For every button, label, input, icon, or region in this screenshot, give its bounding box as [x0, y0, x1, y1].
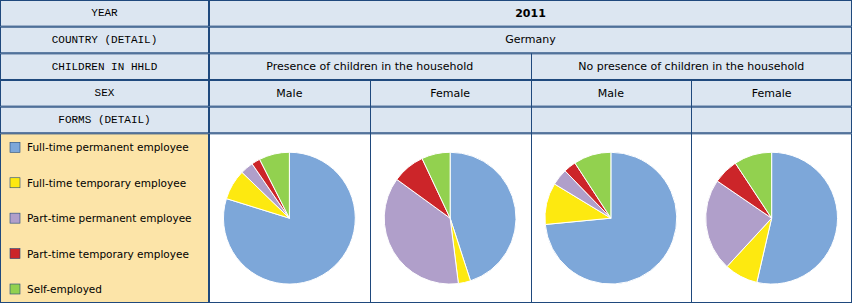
- legend-label: Part-time permanent employee: [27, 212, 192, 224]
- column-divider: [691, 80, 692, 303]
- pie-cell: [210, 134, 852, 303]
- pie: [545, 152, 677, 284]
- header-cell: [210, 107, 852, 133]
- pie-slice: [422, 152, 450, 218]
- pie-slice: [575, 152, 611, 218]
- header-cell: [210, 1, 852, 27]
- header-cell: [210, 80, 852, 106]
- series-name: Female: [430, 87, 470, 100]
- legend-swatch: [10, 178, 20, 188]
- row-label: YEAR: [91, 7, 118, 19]
- legend-label: Full-time permanent employee: [27, 141, 189, 153]
- legend-label: Full-time temporary employee: [27, 177, 186, 189]
- header-cell: [210, 54, 852, 80]
- pie: [223, 152, 355, 284]
- legend: Full-time permanent employee Full-time te…: [10, 141, 192, 295]
- pie-slice: [545, 152, 677, 284]
- title: 2011: [515, 7, 546, 20]
- group-header: No presence of children in the household: [578, 60, 804, 73]
- row-label: COUNTRY (DETAIL): [52, 34, 158, 46]
- series-name: Female: [752, 87, 792, 100]
- legend-cell: [1, 134, 209, 303]
- row-label: FORMS (DETAIL): [58, 114, 150, 126]
- subtitle: Germany: [505, 33, 556, 46]
- pie-slice: [260, 152, 290, 218]
- pie: [706, 152, 838, 284]
- legend-swatch: [10, 213, 20, 223]
- row-label-cell: [1, 107, 209, 133]
- pie-slice: [223, 152, 355, 284]
- pie: [384, 152, 516, 284]
- row-label: CHILDREN IN HHLD: [52, 61, 158, 73]
- row-label-cell: [1, 80, 209, 106]
- column-divider: [370, 80, 371, 303]
- column-divider: [531, 53, 532, 303]
- legend-label: Part-time temporary employee: [27, 248, 189, 260]
- legend-swatch: [10, 284, 20, 294]
- pie-slice: [735, 152, 771, 218]
- row-label-cell: [1, 27, 209, 53]
- series-name: Male: [598, 87, 624, 100]
- legend-swatch: [10, 142, 20, 152]
- group-header: Presence of children in the household: [266, 60, 473, 73]
- legend-label: Self-employed: [27, 283, 102, 295]
- row-label-cell: [1, 54, 209, 80]
- row-label-cell: [1, 1, 209, 27]
- row-label: SEX: [95, 87, 115, 99]
- legend-swatch: [10, 249, 20, 259]
- chart: YEAR COUNTRY (DETAIL) CHILDREN IN HHLD SEX F…: [0, 0, 852, 303]
- header-cell: [210, 27, 852, 53]
- series-name: Male: [276, 87, 302, 100]
